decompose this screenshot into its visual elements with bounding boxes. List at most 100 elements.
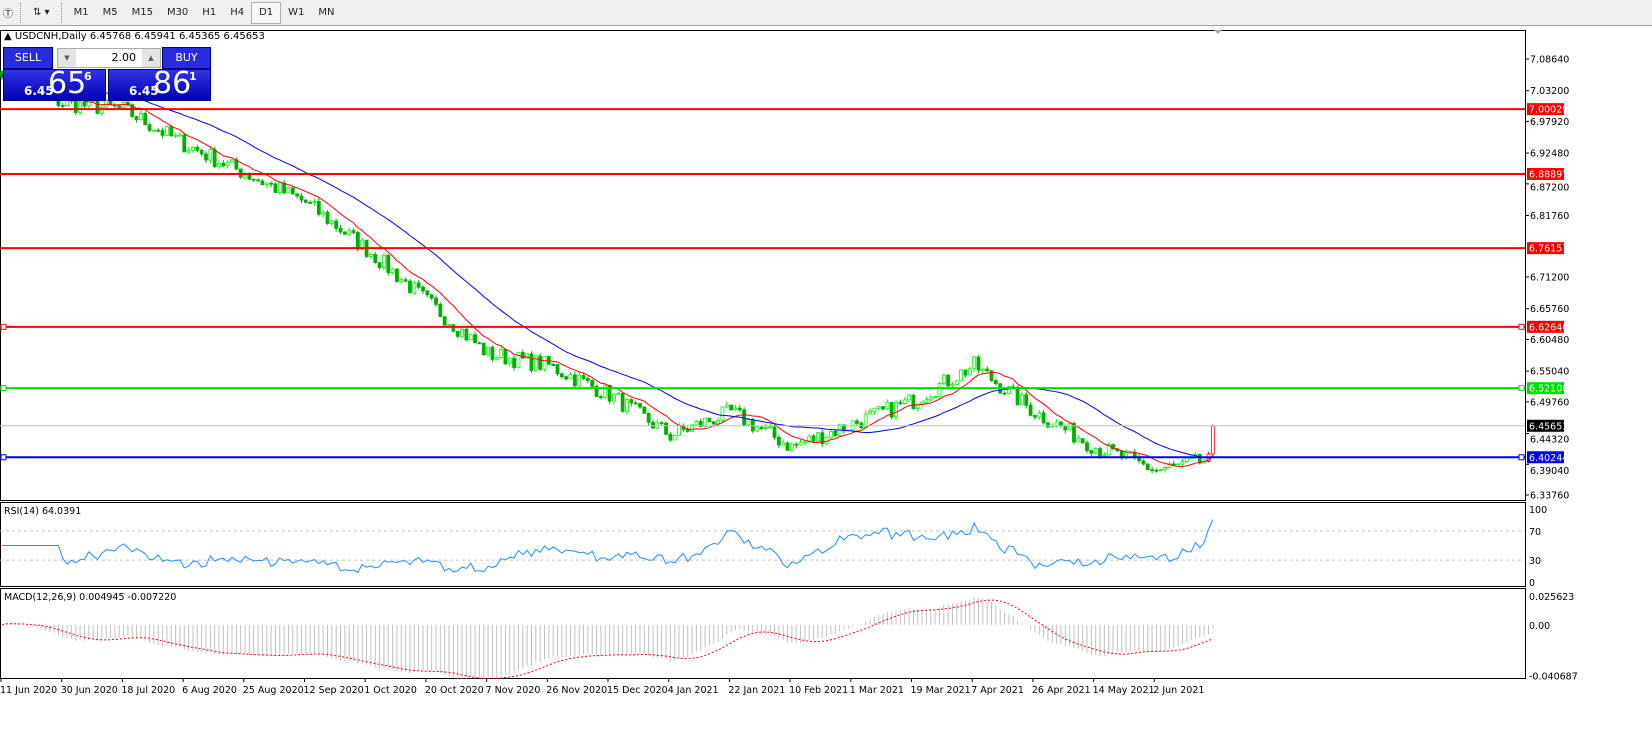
candle-body [516, 352, 521, 368]
sell-button[interactable]: SELL [3, 47, 53, 69]
date-axis-label: 11 Jun 2020 [0, 685, 57, 696]
text-tool-icon[interactable]: Ⓣ [3, 9, 13, 20]
buy-price[interactable]: 6.45 86 1 [108, 66, 211, 101]
candle-body [256, 179, 260, 182]
date-axis-label: 25 Aug 2020 [243, 685, 304, 696]
candle-body [1180, 460, 1185, 465]
candle-body [924, 399, 929, 404]
candle-body [329, 220, 334, 224]
candle-body [1102, 454, 1107, 457]
candle-body [586, 378, 590, 381]
candle-body [1033, 414, 1037, 418]
candle-body [928, 397, 933, 401]
candle-body [438, 303, 443, 318]
candle-body [499, 349, 504, 359]
candle-body [355, 232, 360, 250]
candle-body [746, 419, 751, 426]
candle-body [733, 407, 738, 411]
candle-body [1028, 404, 1033, 416]
candle-body [651, 421, 655, 429]
timeframe-h4[interactable]: H4 [230, 7, 245, 18]
price-tag [1527, 320, 1564, 333]
candle-body [486, 346, 490, 356]
candle-body [1106, 444, 1111, 456]
lot-increase-icon[interactable]: ▲ [142, 49, 160, 67]
candle-body [442, 316, 447, 326]
candle-body [525, 353, 530, 359]
candle-body [1080, 438, 1085, 444]
candle-body [299, 195, 304, 201]
candle-body [186, 149, 191, 153]
candle-body [989, 370, 994, 382]
candle-body [421, 286, 425, 292]
candle-body [603, 384, 608, 398]
timeframe-m1[interactable]: M1 [73, 7, 89, 18]
lot-size-input[interactable]: ▼ 2.00 ▲ [57, 48, 161, 68]
lot-decrease-icon[interactable]: ▼ [58, 49, 76, 67]
candle-body [972, 356, 977, 370]
candle-body [967, 368, 972, 376]
candle-body [941, 374, 946, 385]
candle-body [60, 105, 65, 107]
timeframe-w1[interactable]: W1 [288, 7, 305, 18]
candle-body [881, 406, 885, 410]
candle-body [1063, 425, 1068, 431]
price-tag-label: 6.45653 [1529, 421, 1568, 432]
date-axis-label: 6 Aug 2020 [182, 685, 237, 696]
candle-body [78, 101, 83, 113]
candle-body [980, 368, 985, 371]
candle-body [321, 211, 326, 215]
price-chart[interactable]: 7.08640 7.03200 6.97920 6.92480 6.87200 6.817… [0, 28, 1652, 735]
candle-body [143, 113, 148, 126]
candle-body [334, 220, 339, 229]
candle-body [529, 353, 534, 371]
candle-body [976, 356, 981, 371]
buy-price-pips: 86 [153, 66, 192, 101]
candle-body [742, 409, 747, 426]
candle-body [273, 183, 278, 193]
price-axis-label: 7.03200 [1530, 86, 1569, 97]
date-axis-label: 20 Oct 2020 [425, 685, 484, 696]
timeframe-toolbar: Ⓣ ⇅ ▾ M1 M5 M15 M30 H1 H4 D1 W1 MN [0, 0, 1652, 26]
timeframe-mn[interactable]: MN [318, 7, 335, 18]
price-axis-label: 6.55040 [1530, 367, 1569, 378]
buy-price-prefix: 6.45 [129, 84, 159, 98]
candle-body [937, 383, 942, 397]
candle-body [789, 443, 794, 451]
timeframe-m15[interactable]: M15 [131, 7, 153, 18]
one-click-trading-panel: SELL ▼ 2.00 ▲ BUY 6.45 65 6 6.45 86 1 [3, 47, 211, 101]
price-tag-label: 6.52108 [1529, 384, 1568, 395]
rsi-panel-frame [0, 502, 1526, 587]
date-axis-label: 10 Feb 2021 [789, 685, 848, 696]
timeframe-m30[interactable]: M30 [166, 7, 189, 18]
rsi-axis-label: 70 [1529, 527, 1541, 538]
candle-body [290, 187, 295, 195]
sell-price[interactable]: 6.45 65 6 [3, 66, 106, 101]
macd-axis-label: 0.025623 [1529, 592, 1574, 603]
chart-canvas[interactable]: 7.08640 7.03200 6.97920 6.92480 6.87200 6.817… [0, 28, 1652, 735]
arrows-tool-icon[interactable]: ⇅ ▾ [33, 7, 50, 18]
candle-body [520, 352, 525, 359]
line-anchor-right [1518, 385, 1525, 392]
candle-body [599, 396, 603, 398]
buy-button[interactable]: BUY [162, 47, 211, 69]
candle-body [182, 134, 187, 153]
candle-body [1024, 394, 1029, 406]
price-tag [1527, 382, 1564, 395]
candle-body [638, 403, 642, 408]
buy-price-fraction: 1 [189, 70, 197, 83]
candle-body [572, 374, 577, 387]
timeframe-m5[interactable]: M5 [102, 7, 118, 18]
macd-histogram [5, 597, 1214, 680]
timeframe-d1[interactable]: D1 [251, 1, 282, 24]
candle-body [473, 334, 477, 344]
candle-body [1002, 392, 1007, 395]
candle-body [785, 442, 790, 451]
candle-body [707, 417, 712, 423]
candle-body [212, 149, 217, 167]
candle-body [1089, 450, 1094, 454]
candle-body [594, 385, 599, 397]
candle-body [351, 230, 356, 233]
timeframe-h1[interactable]: H1 [202, 7, 217, 18]
line-anchor-right [1518, 323, 1525, 330]
